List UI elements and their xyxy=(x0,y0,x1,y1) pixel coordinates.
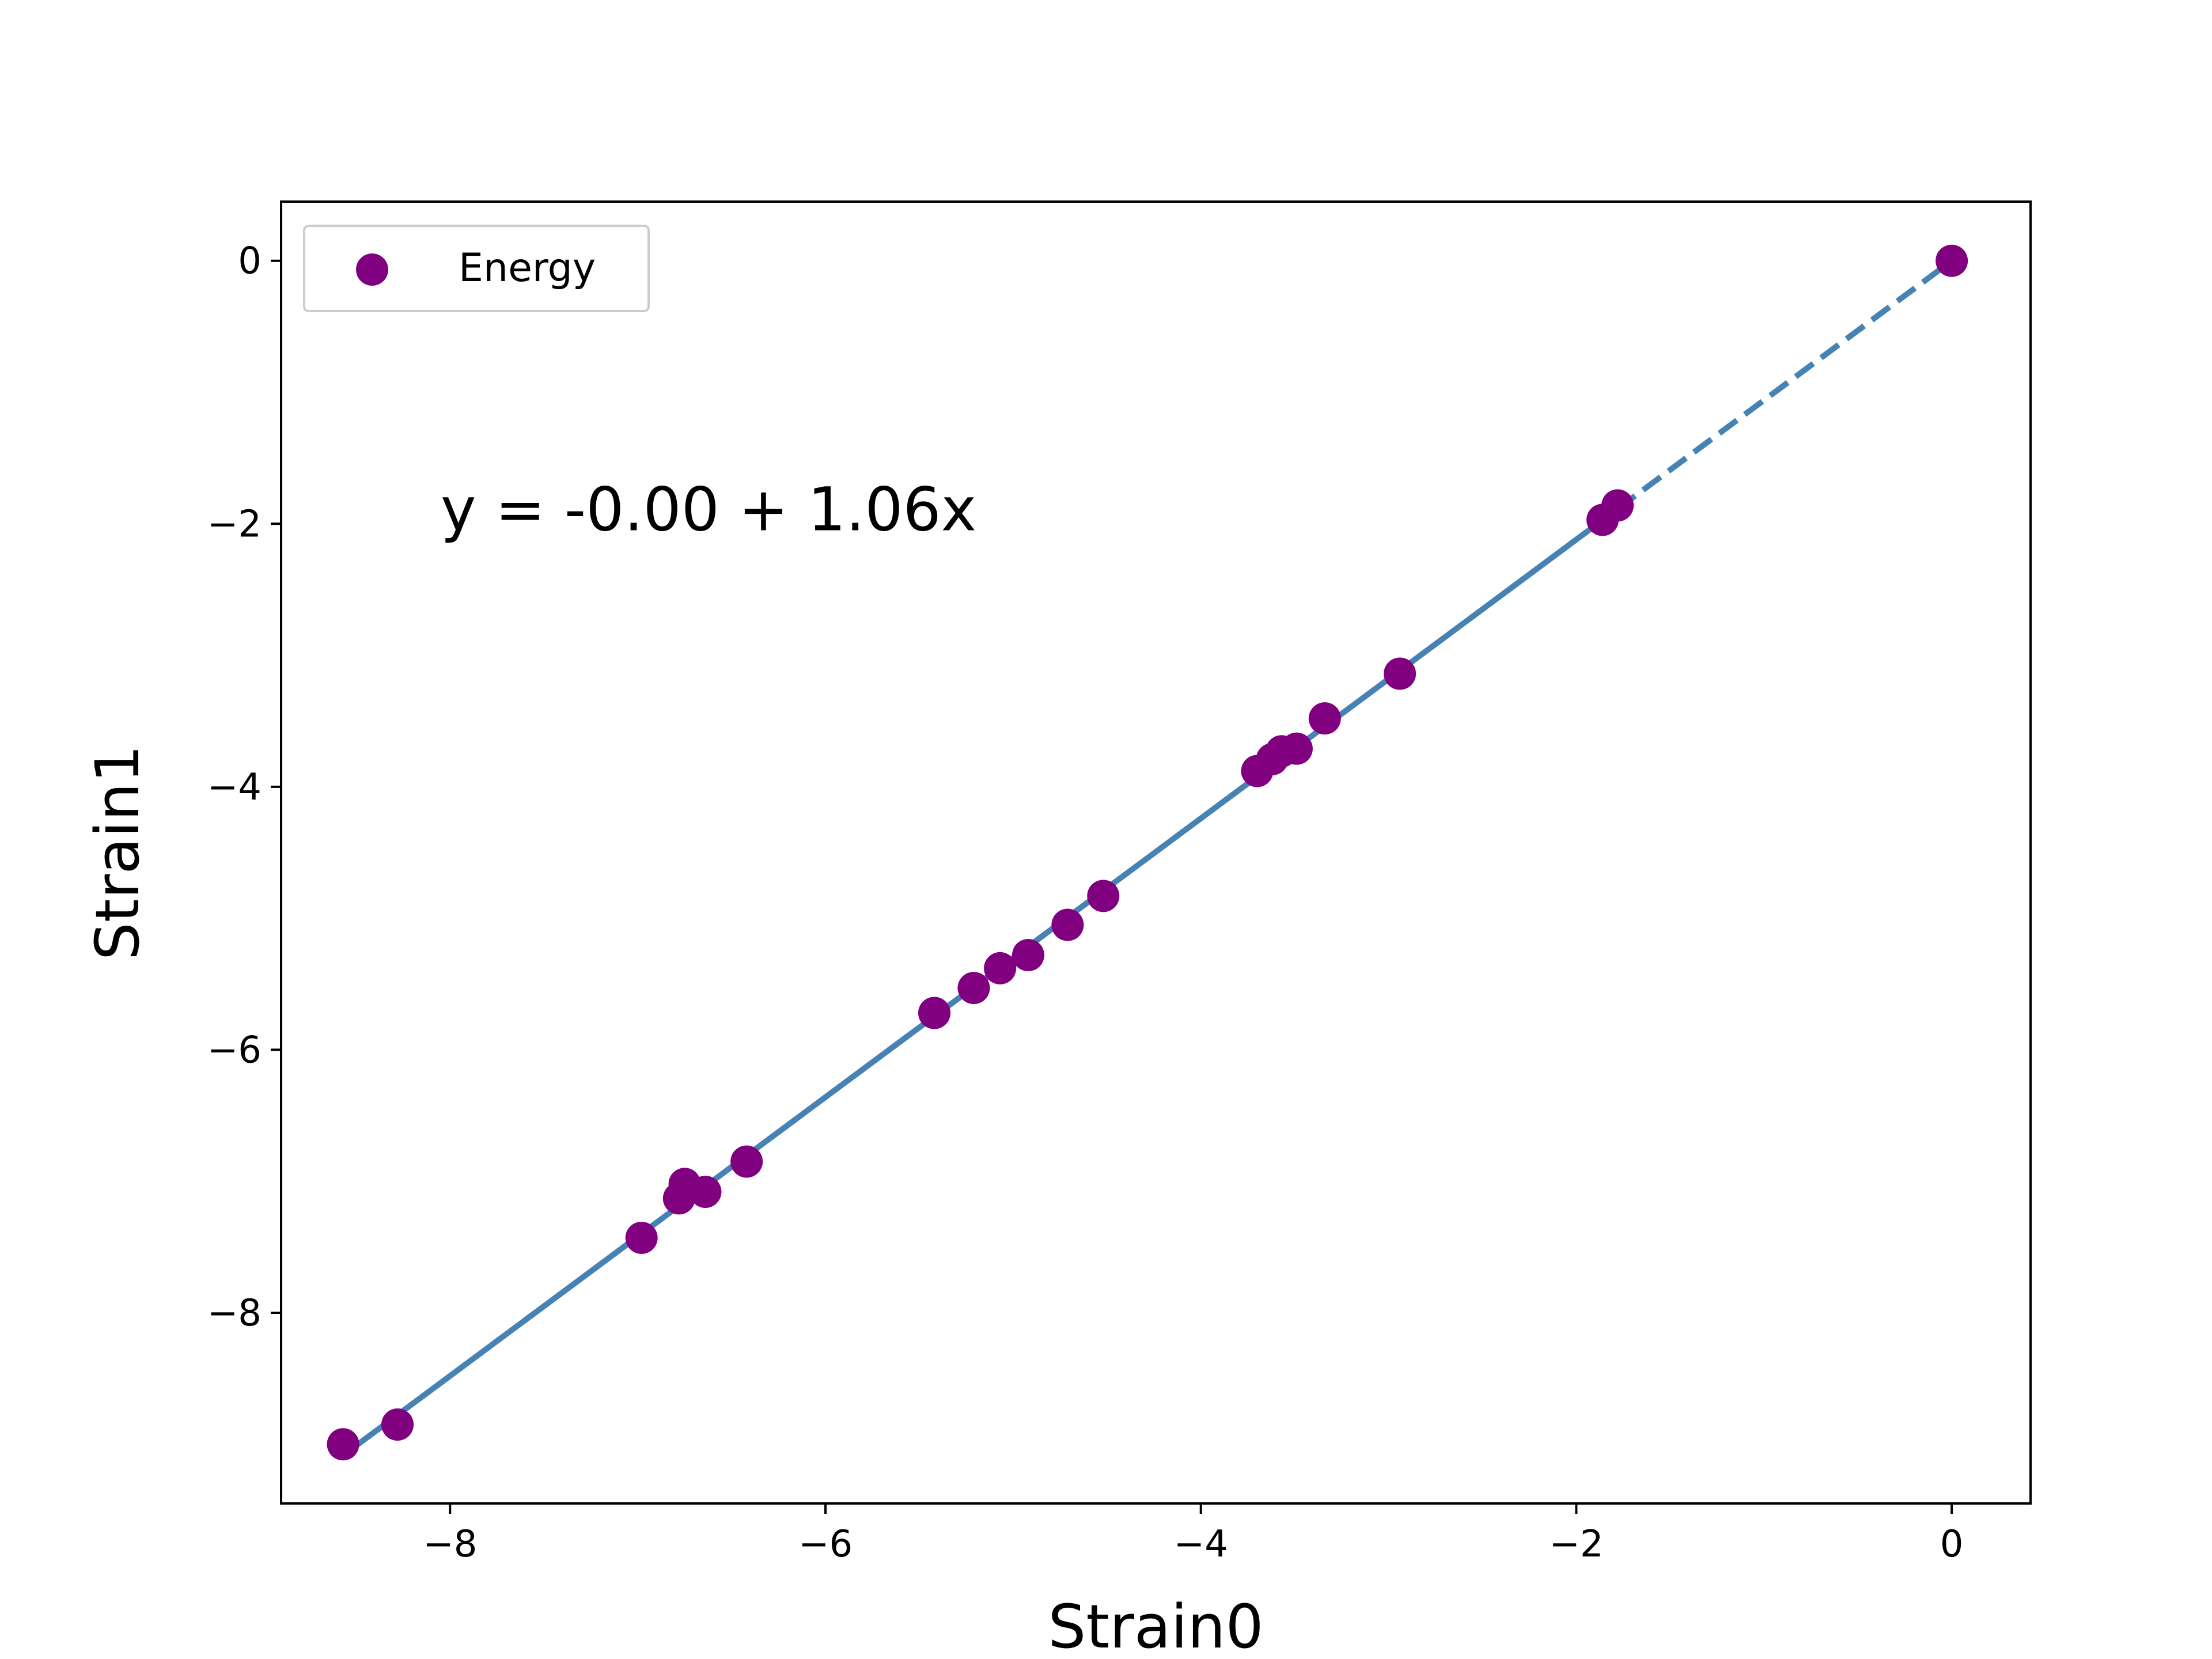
y-tick-label: −6 xyxy=(207,1029,262,1071)
data-point xyxy=(1051,908,1084,941)
data-point xyxy=(625,1221,658,1254)
data-point xyxy=(957,972,990,1005)
x-tick-label: −4 xyxy=(1174,1523,1228,1566)
data-point xyxy=(1384,657,1416,690)
data-point xyxy=(327,1428,359,1461)
data-point xyxy=(1012,939,1044,972)
data-point xyxy=(1601,489,1634,522)
data-point xyxy=(1936,244,1968,277)
legend-box xyxy=(303,225,650,312)
legend: Energy xyxy=(303,225,650,312)
x-tick-label: −8 xyxy=(423,1523,477,1566)
x-tick-label: −2 xyxy=(1549,1523,1603,1566)
x-tick-label: −6 xyxy=(798,1523,853,1566)
data-point xyxy=(381,1408,414,1441)
y-tick-label: −2 xyxy=(207,503,262,546)
x-tick-label: 0 xyxy=(1940,1523,1964,1566)
data-point xyxy=(730,1145,763,1178)
data-point xyxy=(918,997,950,1029)
regression-equation: y = -0.00 + 1.06x xyxy=(441,475,976,545)
plot-area-frame xyxy=(280,200,2032,1505)
y-tick-label: −8 xyxy=(207,1292,262,1335)
x-axis-ticks: −8 −6 −4 −2 0 xyxy=(423,1503,1963,1566)
data-point xyxy=(984,952,1017,984)
data-point xyxy=(1087,880,1120,912)
y-axis-ticks: 0 −2 −4 −6 −8 xyxy=(207,240,281,1335)
x-axis-title: Strain0 xyxy=(1048,1592,1263,1659)
data-point xyxy=(1308,702,1341,735)
y-axis-title: Strain1 xyxy=(82,745,153,960)
data-points-layer xyxy=(327,244,1968,1461)
data-point xyxy=(1280,732,1313,765)
data-point xyxy=(689,1175,722,1208)
fit-line-dashed xyxy=(1616,258,1954,512)
y-tick-label: 0 xyxy=(238,240,262,283)
legend-label: Energy xyxy=(459,245,596,291)
legend-marker xyxy=(356,253,388,286)
y-tick-label: −4 xyxy=(207,766,262,809)
